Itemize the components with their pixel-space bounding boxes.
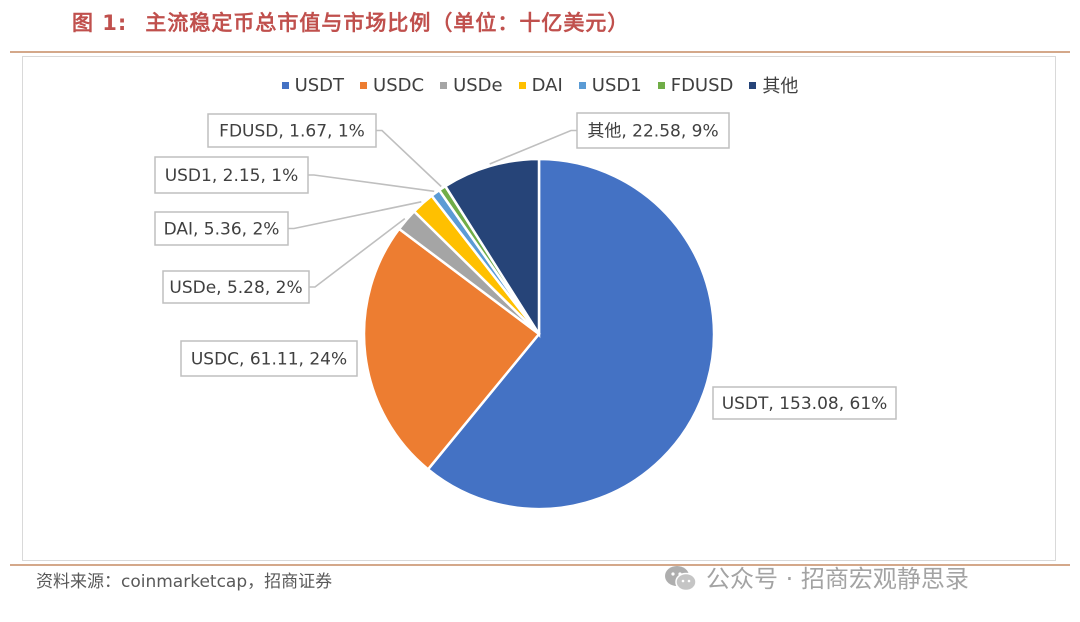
watermark-text: 公众号 · 招商宏观静思录 (706, 565, 969, 593)
leader-line (489, 129, 577, 165)
data-label-dai: DAI, 5.36, 2% (164, 220, 280, 240)
source-note: 资料来源：coinmarketcap，招商证券 (36, 572, 333, 592)
data-label-box (162, 270, 310, 304)
wechat-icon (665, 566, 697, 592)
data-label-usdc: USDC, 61.11, 24% (191, 350, 347, 370)
figure-title-text: 主流稳定币总市值与市场比例（单位：十亿美元） (145, 11, 630, 35)
data-label-usde: USDe, 5.28, 2% (169, 278, 302, 298)
legend-item-dai: DAI (518, 74, 563, 96)
legend-label: DAI (531, 74, 563, 96)
legend-label: USD1 (591, 74, 642, 96)
data-label-fdusd: FDUSD, 1.67, 1% (219, 122, 365, 142)
data-label-box (180, 340, 358, 377)
legend-label: USDC (373, 74, 425, 96)
data-label-box (576, 112, 730, 149)
data-label-box (154, 156, 309, 194)
chart-legend: USDT USDC USDe DAI USD1 FDUSD 其他 (0, 72, 1080, 98)
legend-swatch (657, 81, 665, 89)
legend-label: FDUSD (670, 74, 734, 96)
legend-swatch (749, 81, 757, 89)
legend-item-usd1: USD1 (578, 74, 642, 96)
legend-item-other: 其他 (749, 72, 798, 98)
leader-line (308, 174, 435, 193)
legend-label: USDT (294, 74, 345, 96)
legend-swatch (440, 81, 448, 89)
legend-swatch (518, 81, 526, 89)
legend-item-fdusd: FDUSD (657, 74, 734, 96)
plot-area (22, 56, 1056, 561)
legend-swatch (281, 81, 289, 89)
legend-label: 其他 (762, 76, 799, 97)
legend-item-usdc: USDC (360, 75, 424, 96)
legend-item-usdt: USDT (281, 74, 345, 96)
figure-label: 图 1: (72, 11, 128, 35)
legend-item-usde: USDe (440, 75, 503, 96)
legend-label: USDe (453, 74, 503, 96)
data-label-usdt: USDT, 153.08, 61% (722, 394, 888, 414)
watermark: 公众号 · 招商宏观静思录 (664, 562, 969, 596)
bottom-rule (10, 564, 1070, 566)
pie-slice-usdc (362, 227, 541, 472)
top-rule (10, 51, 1070, 53)
data-label-box (207, 113, 377, 148)
data-label-other: 其他, 22.58, 9% (587, 122, 718, 142)
leader-line (288, 201, 422, 230)
leader-line (376, 129, 442, 188)
data-label-box (712, 386, 897, 420)
legend-swatch (578, 81, 586, 89)
pie-slice-usdt (426, 157, 716, 511)
figure-title: 图 1: 主流稳定币总市值与市场比例（单位：十亿美元） (72, 6, 629, 40)
data-label-usd1: USD1, 2.15, 1% (165, 166, 299, 186)
legend-swatch (360, 81, 368, 89)
pie-slice-other (443, 157, 541, 339)
leader-line (309, 217, 406, 288)
data-label-box (154, 211, 289, 246)
